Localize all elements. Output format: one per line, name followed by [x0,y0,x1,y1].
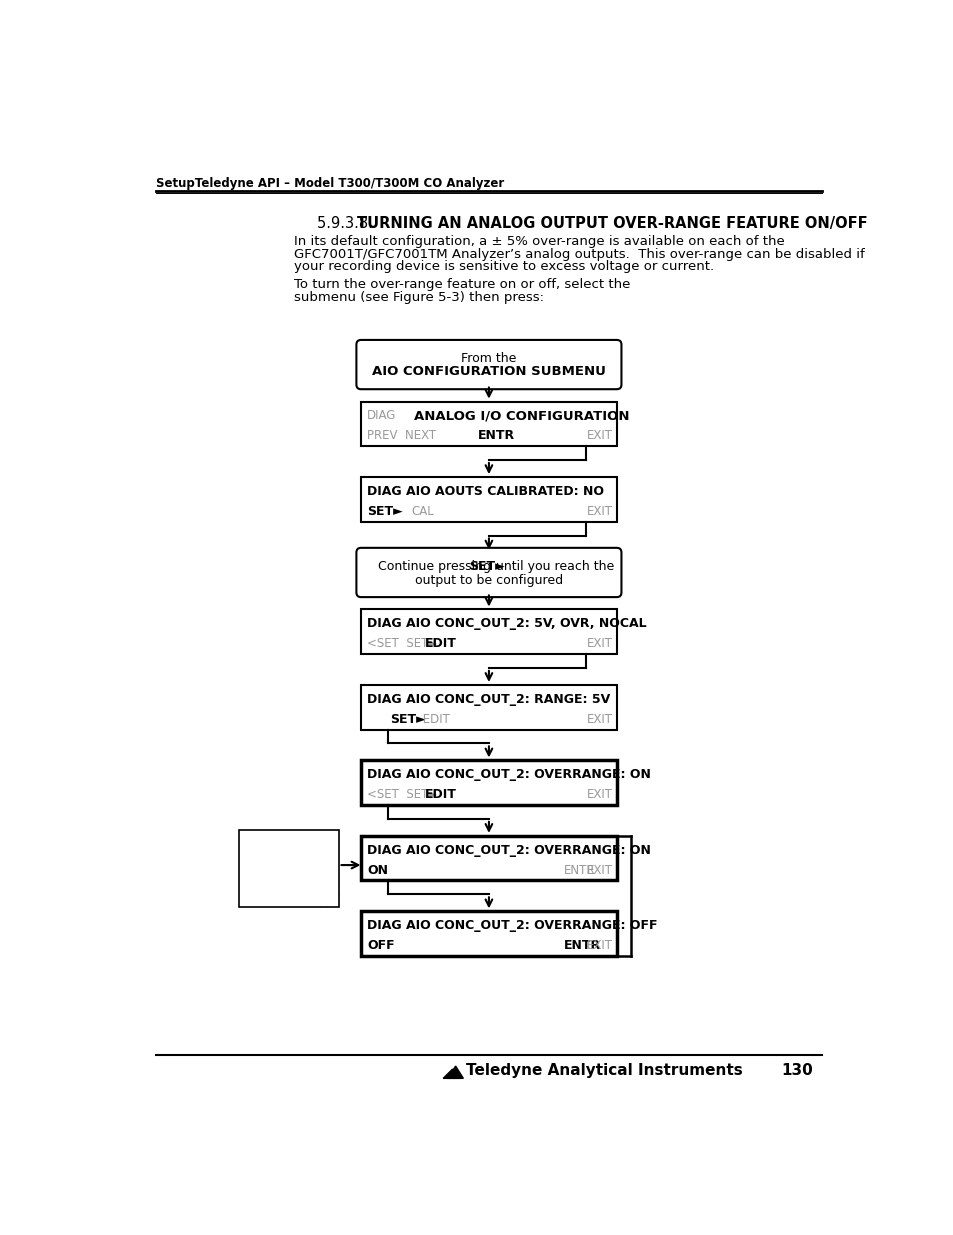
Text: your recording device is sensitive to excess voltage or current.: your recording device is sensitive to ex… [294,259,713,273]
Text: SetupTeledyne API – Model T300/T300M CO Analyzer: SetupTeledyne API – Model T300/T300M CO … [155,178,503,190]
Text: 130: 130 [781,1063,812,1078]
Text: AOUTS CALIBRATED: NO: AOUTS CALIBRATED: NO [435,484,603,498]
Text: To turn the over-range feature on or off, select the: To turn the over-range feature on or off… [294,278,629,291]
Text: DIAG: DIAG [367,409,396,422]
Text: DIAG AIO: DIAG AIO [367,693,431,705]
Bar [360,609,617,655]
Text: OFF: OFF [367,939,395,952]
Bar [360,911,617,956]
Bar [360,477,617,521]
Text: EXIT: EXIT [586,863,612,877]
Text: EXIT: EXIT [586,505,612,517]
Text: <SET  SET►: <SET SET► [367,637,437,650]
Text: CONC_OUT_2: 5V, OVR, NOCAL: CONC_OUT_2: 5V, OVR, NOCAL [435,618,645,630]
Text: EXIT: EXIT [586,788,612,802]
Text: ON/OFF: ON/OFF [262,877,315,890]
Text: Teledyne Analytical Instruments: Teledyne Analytical Instruments [466,1063,742,1078]
Text: CAL: CAL [411,505,434,517]
Text: Range feature: Range feature [247,867,331,879]
Text: TURNING AN ANALOG OUTPUT OVER-RANGE FEATURE ON/OFF: TURNING AN ANALOG OUTPUT OVER-RANGE FEAT… [356,216,867,231]
Text: SET►: SET► [390,713,426,726]
Text: button to turn: button to turn [247,845,330,858]
Text: AIO CONFIGURATION SUBMENU: AIO CONFIGURATION SUBMENU [372,366,605,378]
Text: GFC7001T/GFC7001TM Analyzer’s analog outputs.  This over-range can be disabled i: GFC7001T/GFC7001TM Analyzer’s analog out… [294,247,863,261]
Text: Toggle this: Toggle this [257,835,320,847]
Text: ENTR: ENTR [563,939,600,952]
Text: CONC_OUT_2: OVERRANGE: ON: CONC_OUT_2: OVERRANGE: ON [435,844,650,857]
Bar [360,401,617,446]
Text: EXIT: EXIT [586,637,612,650]
Text: PREV  NEXT: PREV NEXT [367,430,436,442]
Text: EXIT: EXIT [586,939,612,952]
Text: Continue pressing: Continue pressing [377,561,495,573]
Bar [360,761,617,805]
FancyBboxPatch shape [356,340,620,389]
Text: submenu (see Figure 5-3) then press:: submenu (see Figure 5-3) then press: [294,290,543,304]
Text: 5.9.3.8.: 5.9.3.8. [316,216,377,231]
Text: DIAG AIO: DIAG AIO [367,618,431,630]
Text: the Over-: the Over- [261,856,316,869]
Text: CONC_OUT_2: RANGE: 5V: CONC_OUT_2: RANGE: 5V [435,693,609,705]
Text: EXIT: EXIT [586,713,612,726]
Text: until you reach the: until you reach the [492,561,614,573]
Text: From the: From the [460,352,517,366]
Text: DIAG AIO: DIAG AIO [367,844,431,857]
Bar [360,836,617,881]
Text: EDIT: EDIT [418,713,450,726]
Text: EDIT: EDIT [424,788,456,802]
Text: SET►: SET► [367,505,402,517]
Text: ANALOG I/O CONFIGURATION: ANALOG I/O CONFIGURATION [414,409,629,422]
Text: output to be configured: output to be configured [415,574,562,587]
Text: ENTR: ENTR [477,430,515,442]
FancyBboxPatch shape [356,548,620,597]
Text: ON: ON [367,863,388,877]
Text: DIAG AIO: DIAG AIO [367,768,431,781]
Bar [360,685,617,730]
Text: CONC_OUT_2: OVERRANGE: ON: CONC_OUT_2: OVERRANGE: ON [435,768,650,781]
Text: <SET  SET►: <SET SET► [367,788,437,802]
Text: SET►: SET► [468,561,504,573]
Text: In its default configuration, a ± 5% over-range is available on each of the: In its default configuration, a ± 5% ove… [294,235,783,248]
Polygon shape [443,1070,459,1078]
Text: EDIT: EDIT [424,637,456,650]
Text: ENTR: ENTR [563,863,595,877]
Polygon shape [447,1066,463,1078]
Text: DIAG AIO: DIAG AIO [367,919,431,932]
Text: CONC_OUT_2: OVERRANGE: OFF: CONC_OUT_2: OVERRANGE: OFF [435,919,657,932]
Bar [239,830,338,906]
Text: EXIT: EXIT [586,430,612,442]
Text: DIAG AIO: DIAG AIO [367,484,431,498]
